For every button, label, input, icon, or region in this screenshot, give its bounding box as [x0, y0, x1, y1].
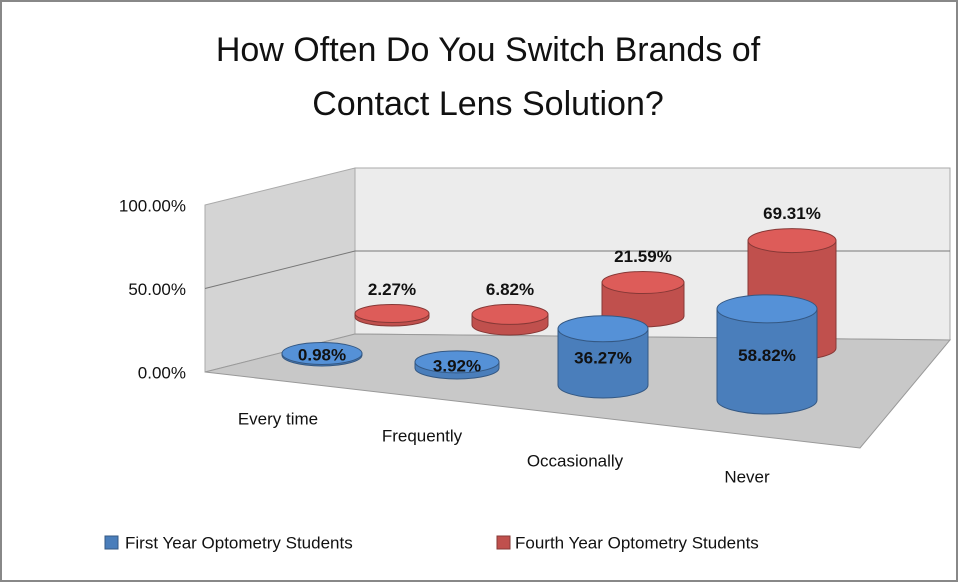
cylinder-body	[557, 328, 649, 399]
cylinder-top	[354, 303, 430, 323]
value-label: 58.82%	[738, 346, 796, 365]
cylinder-top	[414, 350, 500, 374]
cylinder-top	[471, 303, 549, 325]
legend-swatch	[104, 535, 119, 550]
cylinder-top	[601, 271, 685, 295]
value-label: 3.92%	[433, 356, 481, 375]
y-tick-label: 50.00%	[128, 280, 186, 299]
x-tick-label: Occasionally	[527, 451, 624, 470]
legend-swatch	[496, 535, 511, 550]
cylinder	[557, 315, 649, 399]
x-tick-label: Every time	[238, 409, 318, 428]
legend-label: First Year Optometry Students	[125, 533, 353, 552]
chart-title: Contact Lens Solution?	[312, 85, 664, 123]
cylinder-top	[716, 294, 818, 324]
chart-title: How Often Do You Switch Brands of	[216, 31, 761, 69]
value-label: 0.98%	[298, 346, 346, 365]
cylinder-top	[281, 341, 363, 365]
value-label: 36.27%	[574, 348, 632, 367]
value-label: 6.82%	[486, 280, 534, 299]
cylinder	[471, 303, 549, 336]
value-label: 21.59%	[614, 247, 672, 266]
value-label: 69.31%	[763, 204, 821, 223]
legend-label: Fourth Year Optometry Students	[515, 533, 759, 552]
y-tick-label: 100.00%	[119, 196, 186, 215]
cylinder	[414, 350, 500, 380]
cylinder-top	[747, 228, 837, 254]
cylinder	[281, 341, 363, 367]
y-tick-label: 0.00%	[138, 363, 186, 382]
cylinder	[716, 294, 818, 415]
value-label: 2.27%	[368, 280, 416, 299]
cylinder-body	[716, 308, 818, 415]
x-tick-label: Frequently	[382, 426, 463, 445]
x-tick-label: Never	[724, 467, 770, 486]
cylinder	[354, 303, 430, 327]
cylinder-top	[557, 315, 649, 343]
